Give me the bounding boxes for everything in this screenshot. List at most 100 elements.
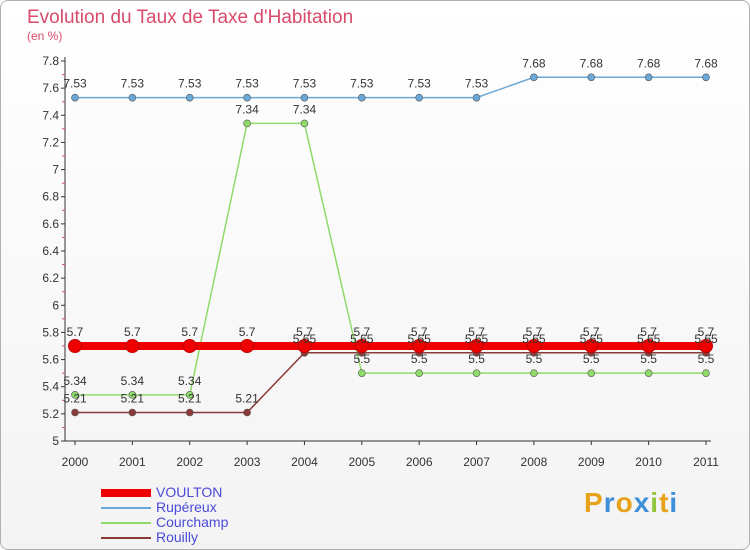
data-point-voulton (526, 339, 541, 353)
data-label-voulton: 5.7 (353, 325, 370, 339)
data-label-courchamp: 5.5 (468, 352, 485, 366)
data-point-rupereux (300, 93, 309, 102)
data-label-rupereux: 7.53 (121, 77, 145, 91)
x-tick-label: 2002 (176, 455, 203, 469)
x-tick-label: 2006 (406, 455, 433, 469)
data-label-rupereux: 7.53 (408, 77, 432, 91)
data-label-courchamp: 5.34 (121, 374, 145, 388)
x-tick-label: 2009 (578, 455, 605, 469)
y-tick-label: 6.8 (42, 190, 59, 204)
x-tick-label: 2010 (635, 455, 662, 469)
data-point-voulton (125, 339, 140, 353)
data-point-rupereux (644, 73, 653, 82)
y-tick-label: 7.2 (42, 135, 59, 149)
data-point-rouilly (71, 408, 79, 417)
data-point-courchamp (358, 369, 366, 377)
data-point-voulton (584, 339, 599, 353)
data-point-courchamp (185, 391, 194, 399)
data-point-courchamp (128, 391, 137, 399)
data-point-voulton (68, 339, 82, 353)
x-tick-label: 2011 (693, 455, 719, 469)
x-tick-label: 2004 (291, 455, 318, 469)
data-label-rupereux: 7.68 (580, 56, 604, 70)
data-label-voulton: 5.7 (239, 325, 256, 339)
data-label-voulton: 5.7 (67, 325, 84, 339)
data-point-courchamp (243, 119, 251, 128)
data-label-rupereux: 7.68 (522, 56, 546, 70)
chart-subtitle: (en %) (27, 29, 63, 43)
x-tick-label: 2003 (234, 455, 261, 469)
series-line-courchamp (75, 122, 706, 396)
data-point-voulton (354, 339, 369, 353)
data-label-rupereux: 7.53 (350, 77, 374, 91)
x-tick-label: 2007 (463, 455, 490, 469)
legend-label-courchamp: Courchamp (156, 514, 229, 530)
data-label-courchamp: 5.5 (698, 352, 715, 366)
y-tick-label: 6.4 (42, 244, 59, 258)
x-tick-label: 2008 (521, 455, 548, 469)
data-label-voulton: 5.7 (583, 325, 600, 339)
data-label-courchamp: 5.5 (526, 352, 543, 366)
data-label-courchamp: 5.5 (411, 352, 428, 366)
data-label-courchamp: 5.34 (63, 374, 87, 388)
y-tick-label: 7 (52, 163, 59, 177)
data-label-courchamp: 5.5 (353, 352, 370, 366)
data-label-rupereux: 7.68 (637, 56, 661, 70)
data-label-voulton: 5.7 (698, 325, 715, 339)
data-point-courchamp (300, 119, 309, 128)
y-tick-label: 7.8 (42, 54, 59, 68)
y-tick-label: 6.6 (42, 217, 59, 231)
data-label-rouilly: 5.21 (63, 392, 87, 406)
data-point-rouilly (243, 408, 251, 417)
data-label-courchamp: 7.34 (235, 102, 259, 116)
data-label-voulton: 5.7 (411, 325, 428, 339)
data-label-courchamp: 5.5 (583, 352, 600, 366)
data-point-voulton (699, 339, 713, 353)
data-point-rupereux (702, 73, 710, 82)
data-point-courchamp (472, 369, 481, 377)
data-point-courchamp (644, 369, 653, 377)
data-point-rupereux (185, 93, 194, 102)
data-label-rouilly: 5.65 (465, 332, 489, 346)
data-point-rupereux (243, 93, 251, 102)
data-label-rupereux: 7.53 (178, 77, 202, 91)
y-tick-label: 5.2 (42, 407, 59, 421)
legend-label-voulton: VOULTON (156, 484, 223, 500)
data-point-courchamp (71, 391, 79, 399)
x-tick-label: 2005 (348, 455, 375, 469)
y-tick-label: 7.4 (42, 108, 59, 122)
y-tick-label: 5.4 (42, 380, 59, 394)
data-point-courchamp (415, 369, 423, 377)
chart-title: Evolution du Taux de Taxe d'Habitation (27, 7, 354, 28)
data-point-voulton (412, 339, 427, 353)
data-label-rouilly: 5.21 (121, 392, 145, 406)
data-label-voulton: 5.7 (526, 325, 543, 339)
series-line-rouilly (75, 352, 706, 414)
data-label-layer: 7.53 7.53 7.53 7.53 7.53 7.53 7.53 7.53 7.68 7.68… (63, 56, 718, 405)
data-point-voulton (641, 339, 656, 353)
data-label-voulton: 5.7 (296, 325, 313, 339)
data-point-rupereux (128, 93, 137, 102)
data-label-courchamp: 7.34 (293, 102, 317, 116)
series-line-rupereux (75, 76, 706, 99)
data-point-courchamp (530, 369, 538, 377)
data-point-rouilly (185, 408, 194, 417)
legend-label-rupereux: Rupéreux (156, 499, 217, 515)
data-label-rupereux: 7.68 (694, 56, 718, 70)
data-point-rupereux (530, 73, 538, 82)
data-label-rupereux: 7.53 (465, 77, 489, 91)
y-tick-label: 6 (52, 298, 59, 312)
data-label-rupereux: 7.53 (235, 77, 259, 91)
legend-swatch-rupereux (101, 507, 151, 509)
data-label-rouilly: 5.21 (235, 392, 259, 406)
data-label-rouilly: 5.65 (408, 332, 432, 346)
y-tick-label: 7.6 (42, 81, 59, 95)
x-tick-label: 2000 (62, 455, 89, 469)
data-point-voulton (297, 339, 312, 353)
data-point-courchamp (587, 369, 596, 377)
data-label-rouilly: 5.65 (694, 332, 718, 346)
data-label-rupereux: 7.53 (293, 77, 317, 91)
legend-swatch-courchamp (101, 522, 151, 524)
